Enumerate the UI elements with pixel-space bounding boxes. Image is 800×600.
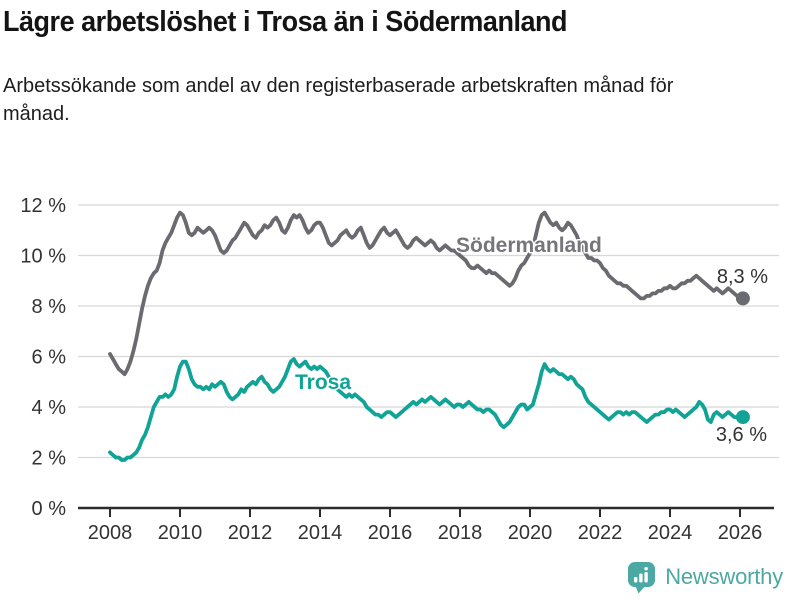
y-axis-label: 4 % <box>32 397 67 419</box>
series-end-dot-trosa <box>735 410 750 425</box>
x-axis-label: 2014 <box>298 522 343 544</box>
y-axis-label: 8 % <box>32 296 67 318</box>
series-line-trosa <box>108 357 745 462</box>
x-axis-label: 2016 <box>368 522 413 544</box>
newsworthy-wordmark: Newsworthy <box>665 564 783 589</box>
x-axis-label: 2020 <box>508 522 553 544</box>
x-axis-label: 2026 <box>718 522 763 544</box>
newsworthy-icon <box>628 562 656 594</box>
x-axis-label: 2012 <box>228 522 273 544</box>
series-end-dot-södermanland <box>735 291 750 306</box>
value-label-trosa: 3,6 % <box>716 424 767 446</box>
y-axis-label: 6 % <box>32 347 67 369</box>
y-axis: 0 % 2 % 4 % 6 % 8 % 10 % 12 % <box>20 195 66 520</box>
y-axis-label: 10 % <box>20 246 66 268</box>
x-axis-label: 2008 <box>88 522 133 544</box>
x-axis-label: 2018 <box>438 522 483 544</box>
y-axis-label: 2 % <box>32 448 67 470</box>
y-axis-label: 0 % <box>32 498 67 520</box>
page-title: Lägre arbetslöshet i Trosa än i Söderman… <box>3 6 568 38</box>
value-label-sodermanland: 8,3 % <box>717 266 768 288</box>
x-axis: 2008 2010 2012 2014 2016 2018 2020 2022 2024 2026 <box>78 506 774 544</box>
series-label-trosa: Trosa <box>295 371 351 394</box>
series-line-södermanland <box>108 210 745 377</box>
x-axis-label: 2022 <box>578 522 623 544</box>
gridlines <box>78 204 779 459</box>
newsworthy-logo: Newsworthy <box>625 560 783 594</box>
y-axis-label: 12 % <box>20 195 66 217</box>
x-axis-label: 2024 <box>648 522 693 544</box>
series-label-sodermanland: Södermanland <box>456 234 602 257</box>
x-axis-label: 2010 <box>158 522 203 544</box>
series-lines <box>108 210 750 462</box>
page-subtitle: Arbetssökande som andel av den registerb… <box>3 75 674 125</box>
